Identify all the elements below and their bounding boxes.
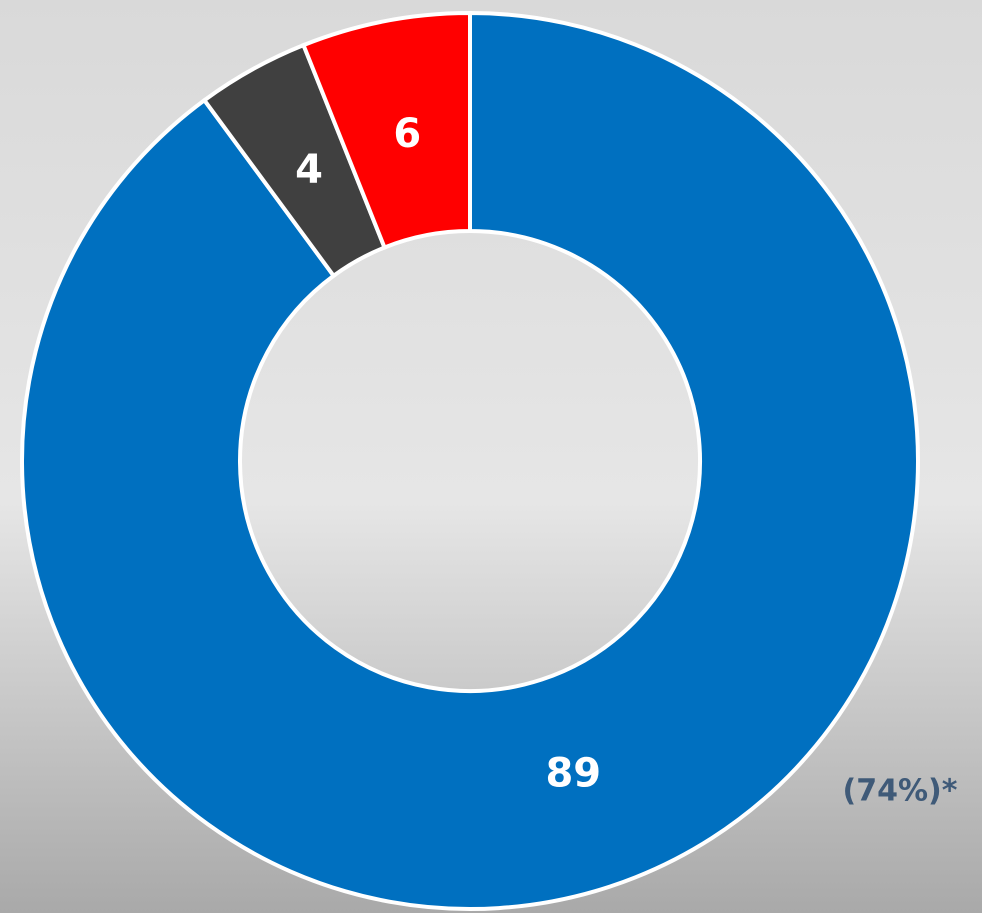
annotation: (74%)* <box>843 774 958 809</box>
data-label: 4 <box>295 147 323 193</box>
data-label: 6 <box>393 111 421 157</box>
donut-slice <box>300 10 472 251</box>
data-label: 89 <box>545 750 601 796</box>
donut-slice <box>20 10 920 911</box>
